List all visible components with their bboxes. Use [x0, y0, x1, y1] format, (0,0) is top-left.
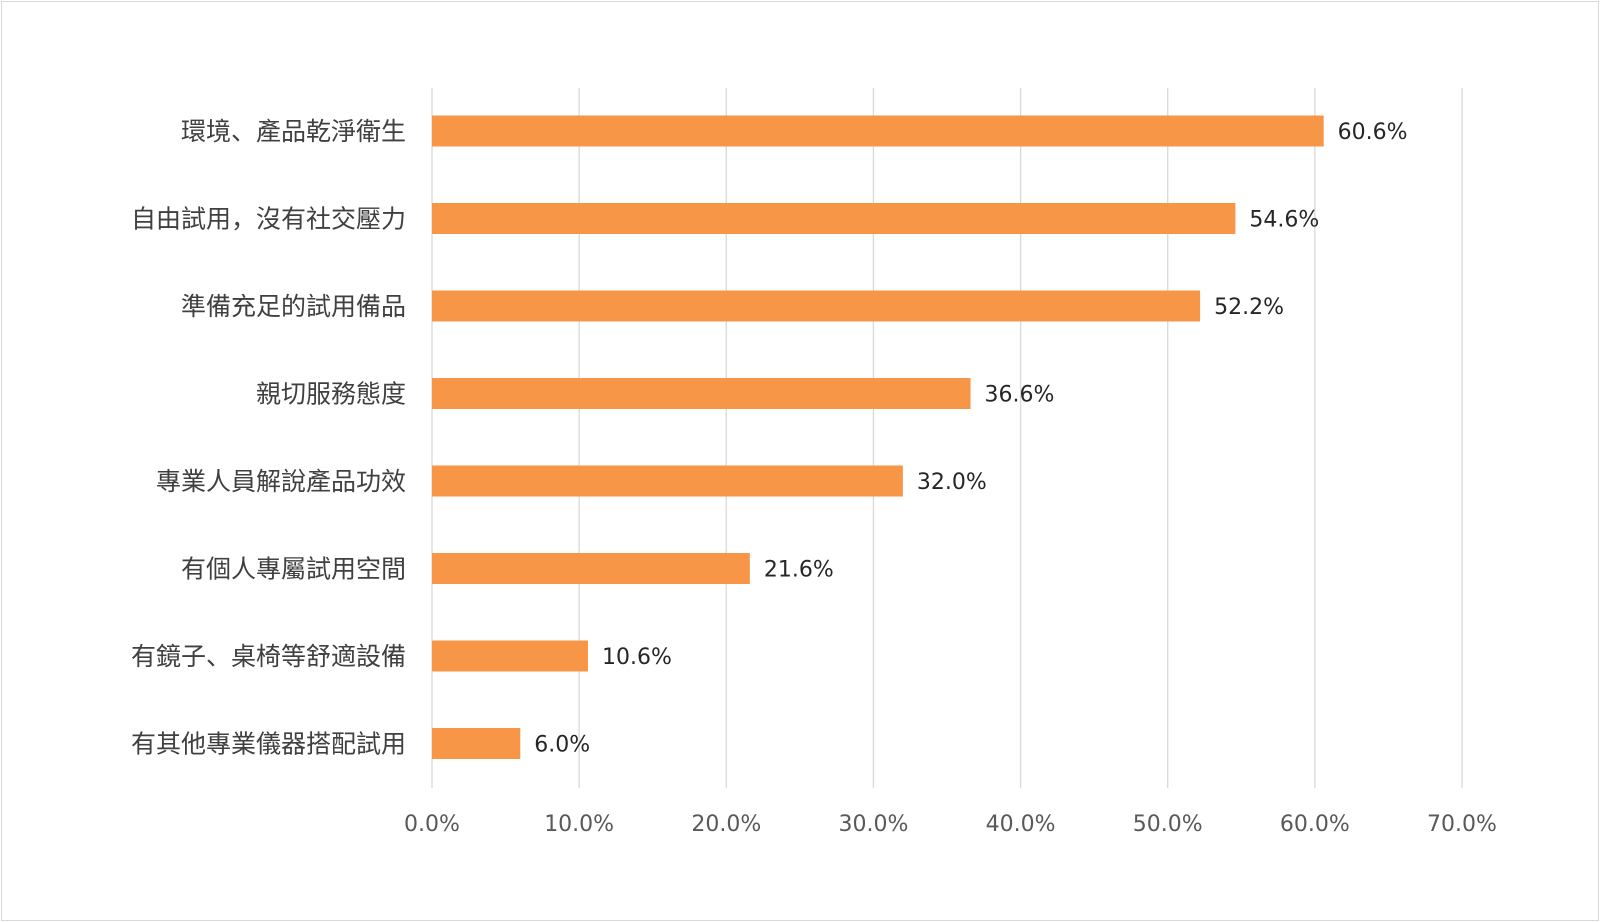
gridlines — [431, 88, 1463, 788]
bars — [432, 115, 1324, 759]
bar — [432, 640, 588, 672]
category-labels: 環境、產品乾淨衛生自由試用，沒有社交壓力準備充足的試用備品親切服務態度專業人員解… — [131, 117, 406, 759]
data-label: 6.0% — [534, 733, 590, 758]
bar — [432, 378, 971, 409]
bar — [432, 728, 521, 759]
bar — [432, 115, 1324, 147]
category-label: 有個人專屬試用空間 — [181, 555, 406, 584]
bar — [432, 553, 750, 584]
category-label: 親切服務態度 — [256, 380, 406, 409]
x-tick-label: 10.0% — [544, 812, 614, 837]
category-label: 準備充足的試用備品 — [181, 292, 406, 321]
bar — [432, 465, 903, 497]
x-tick-label: 40.0% — [986, 812, 1056, 837]
x-tick-label: 30.0% — [838, 812, 908, 837]
category-label: 有鏡子、桌椅等舒適設備 — [131, 642, 406, 671]
data-label: 10.6% — [602, 645, 672, 670]
category-label: 自由試用，沒有社交壓力 — [131, 205, 406, 234]
data-label: 60.6% — [1338, 120, 1408, 145]
data-label: 21.6% — [764, 558, 834, 583]
data-label: 54.6% — [1249, 208, 1319, 233]
x-tick-label: 60.0% — [1280, 812, 1350, 837]
bar — [432, 290, 1201, 322]
category-label: 專業人員解說產品功效 — [156, 467, 406, 496]
bar — [432, 203, 1236, 234]
category-label: 環境、產品乾淨衛生 — [181, 117, 406, 146]
category-label: 有其他專業儀器搭配試用 — [131, 730, 406, 759]
x-axis-tick-labels: 0.0% 10.0% 20.0% 30.0% 40.0% 50.0% 60.0% 70.0% — [404, 812, 1497, 837]
data-label: 32.0% — [917, 470, 987, 495]
x-tick-label: 0.0% — [404, 812, 460, 837]
data-label: 52.2% — [1214, 295, 1284, 320]
x-tick-label: 50.0% — [1133, 812, 1203, 837]
data-labels: 60.6% 54.6% 52.2% 36.6% 32.0% 21.6% 10.6% 6.0% — [534, 120, 1407, 758]
x-tick-label: 20.0% — [691, 812, 761, 837]
x-tick-label: 70.0% — [1427, 812, 1497, 837]
data-label: 36.6% — [985, 383, 1055, 408]
